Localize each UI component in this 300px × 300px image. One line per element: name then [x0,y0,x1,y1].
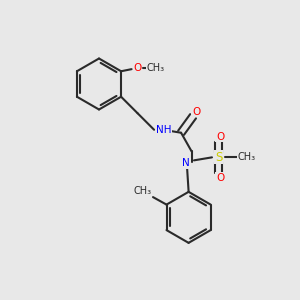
Text: CH₃: CH₃ [146,63,165,73]
Text: O: O [216,173,224,183]
Text: CH₃: CH₃ [237,152,255,162]
Text: O: O [216,132,224,142]
Text: O: O [192,107,200,117]
Text: O: O [134,63,142,73]
Text: CH₃: CH₃ [134,186,152,196]
Text: NH: NH [156,125,172,135]
Text: S: S [215,151,222,164]
Text: N: N [182,158,190,168]
